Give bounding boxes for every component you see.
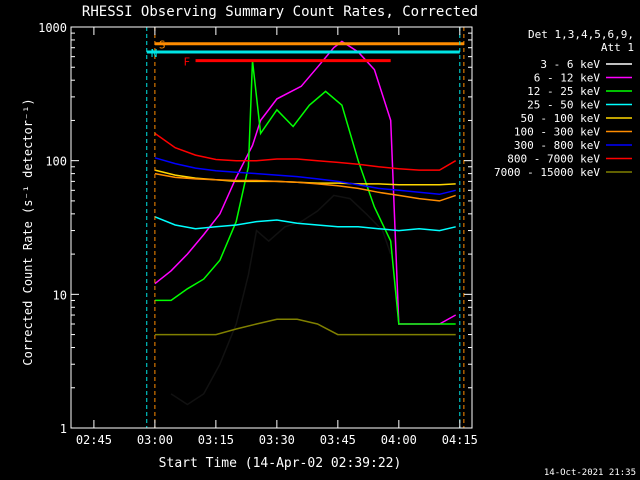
series-line-2 xyxy=(154,60,456,325)
series-line-1 xyxy=(154,40,457,325)
footer-date: 14-Oct-2021 21:35 xyxy=(544,468,636,478)
series-line-7 xyxy=(154,132,457,171)
y-tick-label-3: 1000 xyxy=(38,21,67,35)
legend-label-4: 50 - 100 keV xyxy=(521,112,601,125)
y-tick-label-0: 1 xyxy=(60,422,67,436)
legend-header-line-1: Det 1,3,4,5,6,9, xyxy=(528,28,634,41)
marker-label-S: S xyxy=(159,39,166,52)
y-axis-label: Corrected Count Rate (s⁻¹ detector⁻¹) xyxy=(21,98,35,365)
legend-label-5: 100 - 300 keV xyxy=(514,126,600,139)
y-tick-label-2: 100 xyxy=(45,155,67,169)
legend-header-line-2: Att 1 xyxy=(601,41,634,54)
series-line-6 xyxy=(154,157,456,196)
x-axis-label: Start Time (14-Apr-02 02:39:22) xyxy=(159,456,402,471)
x-tick-label-4: 03:45 xyxy=(320,433,356,447)
x-tick-label-5: 04:00 xyxy=(381,433,417,447)
legend-label-6: 300 - 800 keV xyxy=(514,139,600,152)
tick-layer: 02:45 03:00 03:15 03:30 03:45 04:00 04:15 1 10 10… xyxy=(38,21,478,447)
series-line-5 xyxy=(154,172,456,202)
series-line-8 xyxy=(154,318,456,336)
x-tick-label-0: 02:45 xyxy=(76,433,112,447)
marker-label-N: N xyxy=(151,47,158,60)
legend-label-7: 800 - 7000 keV xyxy=(507,153,600,166)
series-line-0 xyxy=(170,194,392,406)
chart-title: RHESSI Observing Summary Count Rates, Co… xyxy=(82,4,478,20)
x-tick-label-2: 03:15 xyxy=(198,433,234,447)
legend-label-3: 25 - 50 keV xyxy=(527,99,600,112)
x-tick-label-6: 04:15 xyxy=(442,433,478,447)
x-tick-label-1: 03:00 xyxy=(137,433,173,447)
series-line-3 xyxy=(154,216,456,232)
y-tick-label-1: 10 xyxy=(53,288,67,302)
legend-label-0: 3 - 6 keV xyxy=(540,58,600,71)
data-layer xyxy=(154,40,457,406)
plot-frame xyxy=(70,26,473,429)
x-tick-label-3: 03:30 xyxy=(259,433,295,447)
marker-label-F: F xyxy=(184,56,191,69)
legend-label-1: 6 - 12 keV xyxy=(534,72,601,85)
marker-layer: SN F xyxy=(146,27,465,428)
legend-label-8: 7000 - 15000 keV xyxy=(494,166,600,179)
legend-label-2: 12 - 25 keV xyxy=(527,85,600,98)
